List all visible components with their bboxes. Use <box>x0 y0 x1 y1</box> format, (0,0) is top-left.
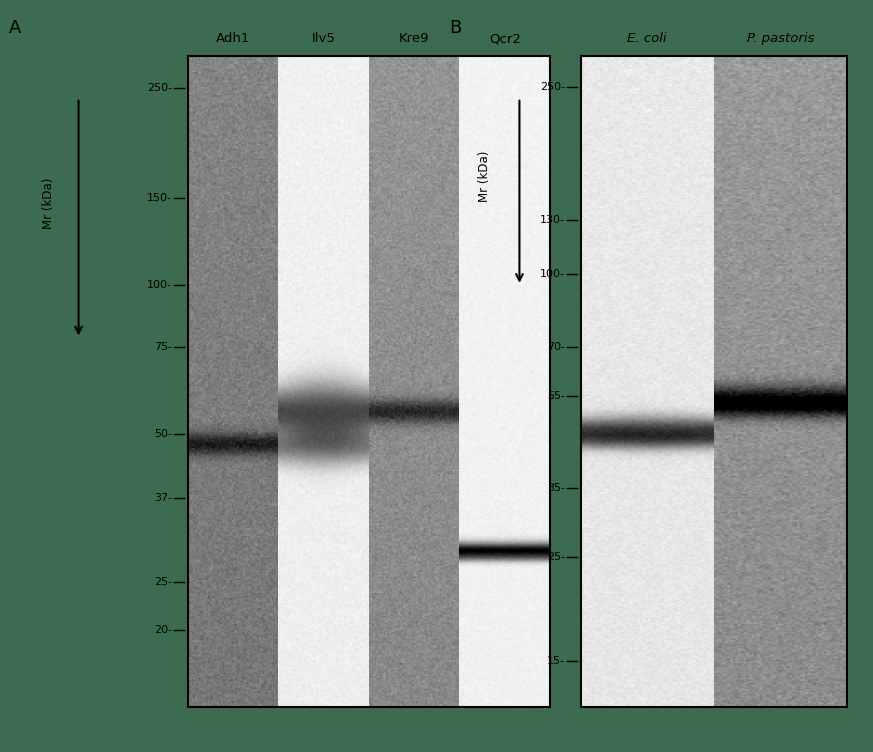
Text: 25-: 25- <box>546 552 565 562</box>
Text: 100-: 100- <box>147 280 172 290</box>
Text: B: B <box>450 19 462 37</box>
Text: 150-: 150- <box>147 193 172 203</box>
Text: 250-: 250- <box>540 82 565 92</box>
Text: 55-: 55- <box>546 391 565 401</box>
Text: A: A <box>9 19 21 37</box>
Text: Adh1: Adh1 <box>216 32 251 45</box>
Text: E. coli: E. coli <box>628 32 667 45</box>
Bar <box>188 56 550 707</box>
Text: 75-: 75- <box>154 341 172 352</box>
Text: Mr (kDa): Mr (kDa) <box>478 151 491 202</box>
Text: 35-: 35- <box>546 484 565 493</box>
Text: Ilv5: Ilv5 <box>312 32 335 45</box>
Text: 50-: 50- <box>154 429 172 438</box>
Text: 15-: 15- <box>546 656 565 666</box>
Text: 25-: 25- <box>154 578 172 587</box>
Text: 20-: 20- <box>154 626 172 635</box>
Text: 100-: 100- <box>540 269 565 279</box>
Text: 250-: 250- <box>147 83 172 93</box>
Bar <box>188 56 550 707</box>
Text: Mr (kDa): Mr (kDa) <box>42 177 54 229</box>
Text: 37-: 37- <box>154 493 172 503</box>
Text: 130-: 130- <box>540 215 565 226</box>
Text: Kre9: Kre9 <box>399 32 430 45</box>
Bar <box>581 56 847 707</box>
Bar <box>581 56 847 707</box>
Text: P. pastoris: P. pastoris <box>746 32 814 45</box>
Text: Qcr2: Qcr2 <box>489 32 520 45</box>
Text: 70-: 70- <box>546 341 565 352</box>
